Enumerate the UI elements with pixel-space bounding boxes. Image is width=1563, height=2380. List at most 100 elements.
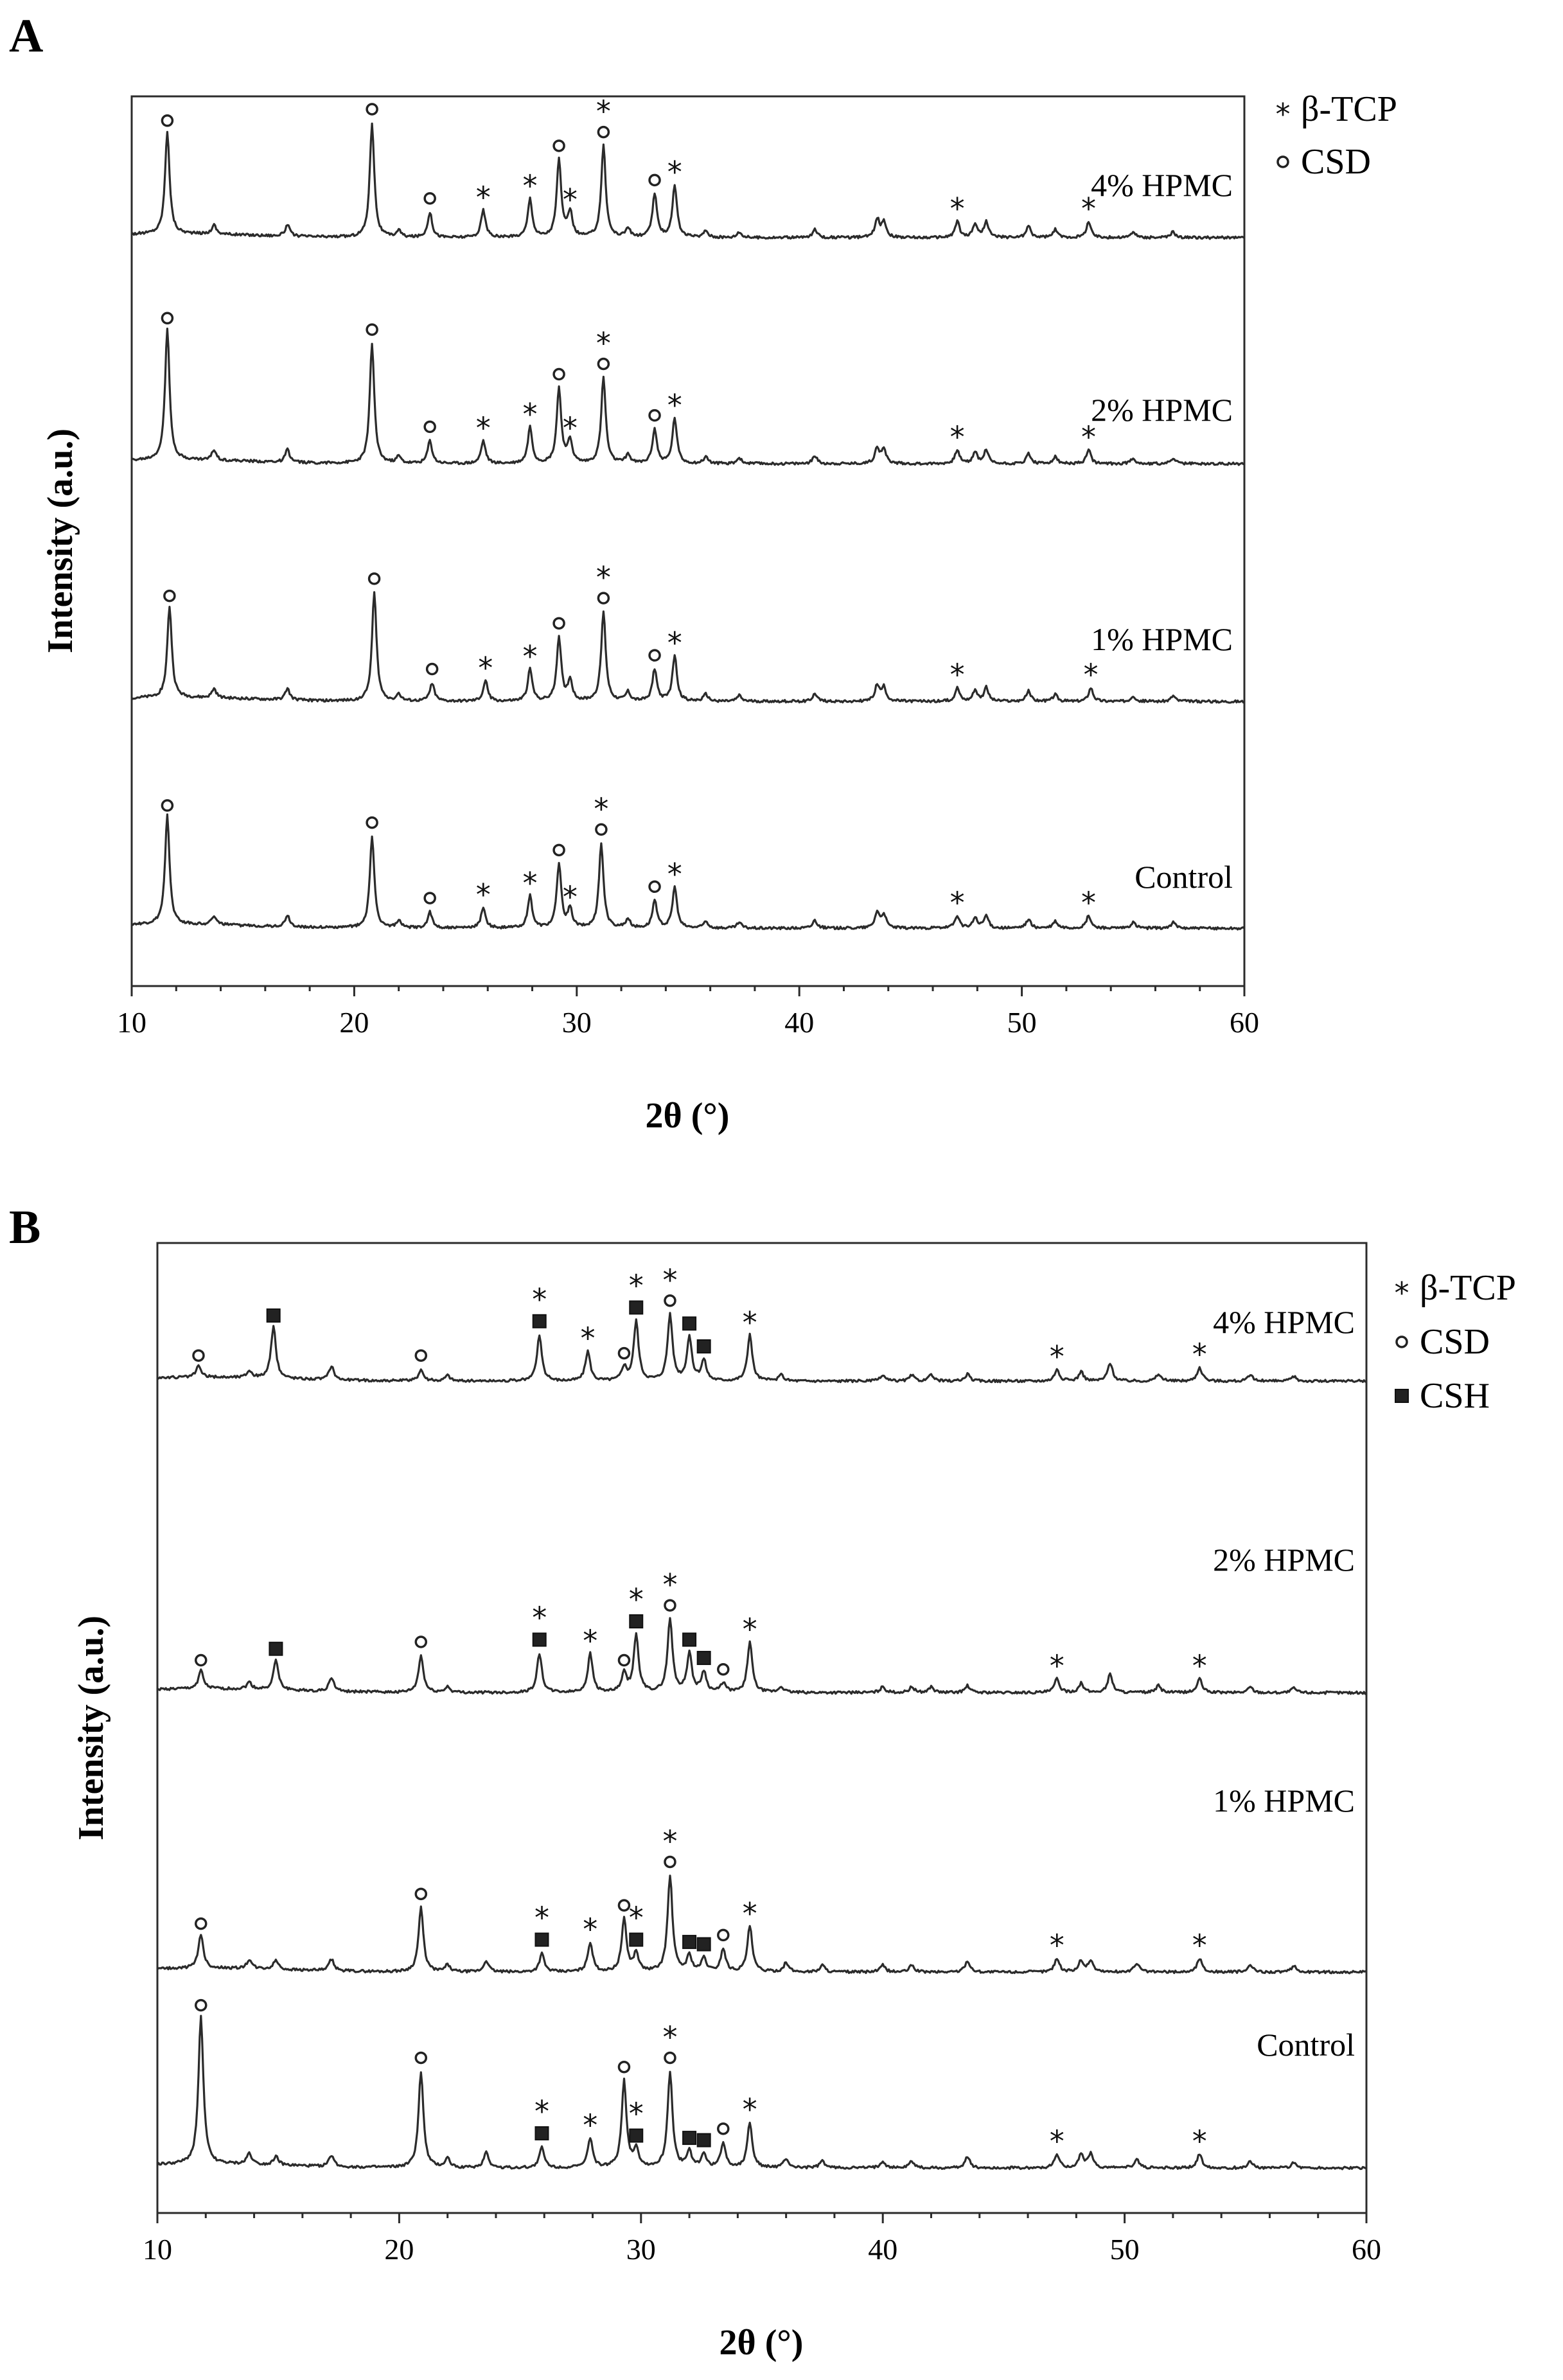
- beta-tcp-marker: *: [596, 94, 611, 129]
- csd-marker: [597, 125, 610, 139]
- csd-marker: [664, 1599, 676, 1612]
- csd-marker: [195, 1917, 208, 1930]
- legend-label: CSD: [1301, 142, 1371, 182]
- x-axis-title: 2θ (°): [646, 1096, 730, 1136]
- x-tick-label: 30: [626, 2233, 656, 2266]
- legend-square-icon: [1395, 1389, 1409, 1403]
- csd-marker: [597, 592, 610, 604]
- beta-tcp-marker: *: [950, 420, 965, 455]
- plot-frame: [130, 95, 1246, 987]
- beta-tcp-marker: *: [583, 1912, 597, 1947]
- csd-marker: [366, 323, 378, 336]
- csd-marker: [195, 1653, 208, 1667]
- legend-circle-icon: [1276, 155, 1289, 168]
- csd-marker: [664, 1855, 676, 1869]
- xrd-trace: [157, 1312, 1367, 1384]
- csd-marker: [617, 1653, 631, 1667]
- csh-marker: [682, 1632, 697, 1647]
- plot-frame: [156, 1242, 1368, 2214]
- beta-tcp-marker: *: [1081, 420, 1096, 455]
- beta-tcp-marker: *: [534, 2094, 549, 2129]
- csh-marker: [269, 1641, 283, 1656]
- beta-tcp-marker: *: [1192, 2124, 1207, 2159]
- panel-label: A: [9, 10, 43, 62]
- beta-tcp-marker: *: [1050, 2124, 1064, 2159]
- csd-marker: [717, 1663, 730, 1676]
- x-axis-title: 2θ (°): [720, 2323, 804, 2363]
- series-label: 4% HPMC: [1091, 167, 1233, 203]
- series-label: 2% HPMC: [1091, 392, 1233, 428]
- csh-marker: [696, 1650, 711, 1665]
- xrd-trace: [157, 1617, 1368, 1695]
- x-tick-label: 10: [143, 2233, 172, 2266]
- csd-marker: [552, 139, 565, 152]
- beta-tcp-marker: *: [667, 388, 682, 423]
- beta-tcp-marker: *: [563, 410, 578, 445]
- csd-marker: [423, 892, 436, 904]
- legend-label: β-TCP: [1420, 1268, 1516, 1308]
- series-label: Control: [1257, 2027, 1355, 2063]
- beta-tcp-marker: *: [667, 626, 682, 660]
- series-label: 4% HPMC: [1213, 1304, 1355, 1340]
- beta-tcp-marker: *: [743, 1305, 757, 1340]
- legend-asterisk-icon: *: [1276, 97, 1291, 132]
- series-label: 2% HPMC: [1213, 1542, 1355, 1578]
- panel-label: B: [9, 1201, 40, 1254]
- csd-marker: [414, 2051, 428, 2065]
- csd-marker: [648, 649, 661, 662]
- csh-marker: [696, 1937, 711, 1952]
- beta-tcp-marker: *: [1050, 1339, 1064, 1374]
- csd-marker: [423, 420, 436, 434]
- xrd-trace: [157, 1874, 1367, 1975]
- beta-tcp-marker: *: [1192, 1337, 1207, 1372]
- beta-tcp-marker: *: [629, 2097, 644, 2131]
- beta-tcp-marker: *: [523, 397, 538, 432]
- beta-tcp-marker: *: [476, 180, 491, 215]
- x-tick-label: 40: [784, 1006, 814, 1039]
- csd-marker: [367, 572, 381, 585]
- csd-marker: [366, 816, 378, 829]
- x-tick-label: 10: [117, 1006, 146, 1039]
- beta-tcp-marker: *: [662, 1263, 677, 1298]
- beta-tcp-marker: *: [662, 2020, 677, 2054]
- legend-asterisk-icon: *: [1395, 1276, 1409, 1310]
- legend: * β-TCP CSD: [1276, 89, 1397, 182]
- csd-marker: [163, 589, 176, 603]
- beta-tcp-marker: *: [478, 651, 493, 685]
- x-tick-label: 60: [1352, 2233, 1381, 2266]
- beta-tcp-marker: *: [583, 2108, 597, 2143]
- series-label: 1% HPMC: [1213, 1783, 1355, 1819]
- series-label: Control: [1135, 859, 1233, 895]
- legend-circle-icon: [1395, 1335, 1408, 1348]
- beta-tcp-marker: *: [580, 1321, 595, 1356]
- beta-tcp-marker: *: [662, 1567, 677, 1602]
- beta-tcp-marker: *: [1050, 1649, 1064, 1684]
- beta-tcp-marker: *: [596, 560, 611, 595]
- csh-marker: [682, 2131, 697, 2146]
- csh-marker: [682, 1316, 697, 1331]
- csh-marker: [534, 2126, 549, 2140]
- beta-tcp-marker: *: [523, 866, 538, 901]
- x-tick-label: 60: [1230, 1006, 1259, 1039]
- beta-tcp-marker: *: [667, 155, 682, 190]
- beta-tcp-marker: *: [662, 1824, 677, 1858]
- beta-tcp-marker: *: [629, 1901, 644, 1935]
- csd-marker: [552, 843, 565, 857]
- csd-marker: [664, 1294, 676, 1307]
- legend-label: β-TCP: [1301, 89, 1397, 129]
- csd-marker: [717, 1928, 730, 1942]
- csd-marker: [414, 1349, 428, 1362]
- csh-marker: [532, 1314, 547, 1328]
- y-axis-title: Intensity (a.u.): [71, 1616, 111, 1840]
- csh-marker: [682, 1935, 697, 1950]
- series-label: 1% HPMC: [1091, 621, 1233, 657]
- beta-tcp-marker: *: [523, 639, 538, 674]
- x-tick-label: 20: [339, 1006, 369, 1039]
- csh-marker: [629, 1932, 644, 1947]
- csd-marker: [617, 2060, 631, 2074]
- beta-tcp-marker: *: [583, 1623, 597, 1658]
- csd-marker: [717, 2122, 730, 2135]
- beta-tcp-marker: *: [667, 857, 682, 892]
- panel-b: B 10 20 30 40 50 60 2θ (°) Intensity (a.u.) 4% HP…: [9, 1201, 1516, 2363]
